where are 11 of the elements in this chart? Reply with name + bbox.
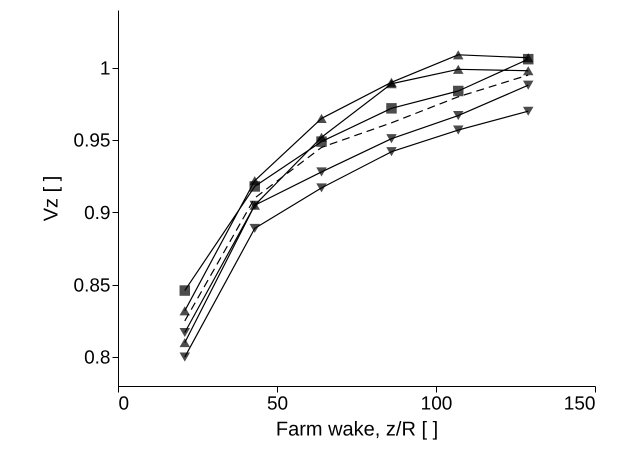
x-tick-label: 50 <box>266 394 288 414</box>
x-tick-label: 100 <box>420 394 452 414</box>
y-tick-label: 0.9 <box>84 202 110 224</box>
x-axis-title: Farm wake, z/R [ ] <box>276 418 438 440</box>
y-tick-label: 0.85 <box>74 275 110 296</box>
y-tick-label: 0.95 <box>74 130 110 152</box>
x-tick-label: 0 <box>118 394 130 414</box>
y-tick-label: 1 <box>100 58 110 80</box>
x-tick-label: 150 <box>564 394 596 414</box>
y-tick-label: 0.8 <box>84 348 110 369</box>
y-axis-title: Vz [ ] <box>40 176 63 222</box>
